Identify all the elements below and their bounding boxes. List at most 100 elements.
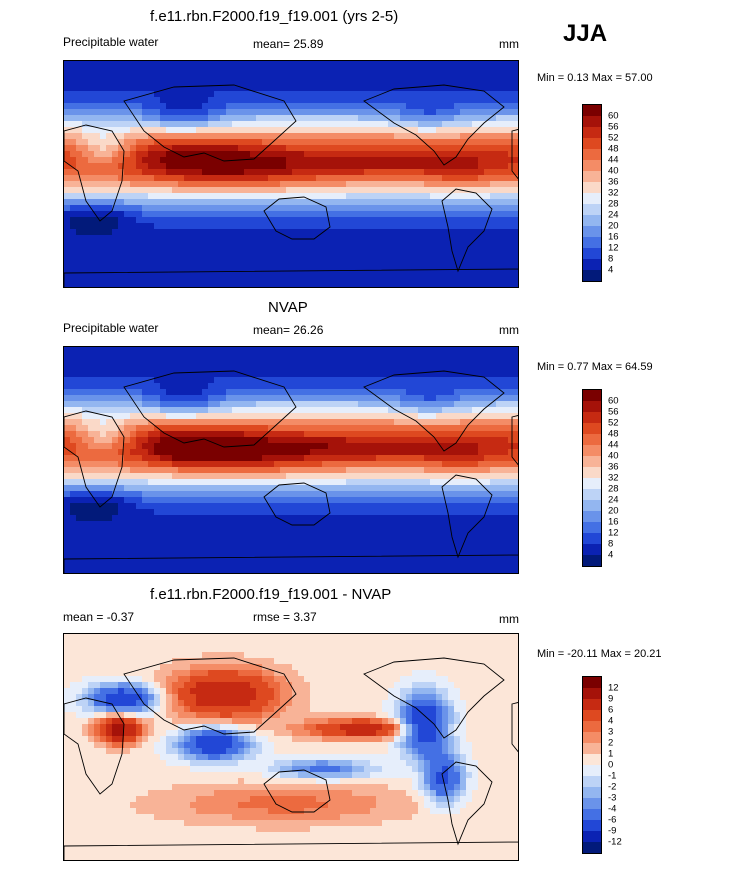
field-cell: [178, 109, 185, 116]
field-cell: [310, 229, 317, 236]
field-cell: [370, 109, 377, 116]
field-cell: [304, 401, 311, 408]
field-cell: [364, 401, 371, 408]
field-cell: [154, 473, 161, 480]
field-cell: [208, 461, 215, 468]
field-cell: [358, 277, 365, 284]
field-cell: [502, 265, 509, 272]
field-cell: [94, 217, 101, 224]
field-cell: [514, 431, 518, 438]
field-cell: [424, 193, 431, 200]
field-cell: [124, 461, 131, 468]
field-cell: [130, 461, 137, 468]
field-cell: [436, 127, 443, 134]
field-cell: [178, 61, 185, 68]
field-cell: [160, 223, 167, 230]
field-cell: [514, 139, 518, 146]
field-cell: [232, 425, 239, 432]
field-cell: [76, 61, 83, 68]
field-cell: [442, 121, 449, 128]
field-cell: [244, 283, 251, 287]
field-cell: [202, 169, 209, 176]
field-cell: [334, 247, 341, 254]
field-cell: [508, 455, 515, 462]
field-cell: [196, 425, 203, 432]
field-cell: [376, 73, 383, 80]
field-cell: [322, 425, 329, 432]
field-cell: [484, 431, 491, 438]
field-cell: [226, 401, 233, 408]
field-cell: [358, 395, 365, 402]
field-cell: [400, 377, 407, 384]
field-cell: [94, 109, 101, 116]
field-cell: [166, 455, 173, 462]
field-cell: [352, 265, 359, 272]
field-cell: [382, 109, 389, 116]
field-cell: [376, 497, 383, 504]
field-cell: [70, 115, 77, 122]
field-cell: [118, 73, 125, 80]
field-cell: [406, 199, 413, 206]
field-cell: [412, 103, 419, 110]
field-cell: [268, 419, 275, 426]
field-cell: [70, 265, 77, 272]
field-cell: [352, 455, 359, 462]
field-cell: [406, 169, 413, 176]
field-cell: [232, 283, 239, 287]
field-cell: [454, 61, 461, 68]
field-cell: [274, 229, 281, 236]
field-cell: [250, 193, 257, 200]
field-cell: [334, 377, 341, 384]
field-cell: [124, 443, 131, 450]
field-cell: [280, 133, 287, 140]
field-cell: [130, 229, 137, 236]
field-cell: [316, 485, 323, 492]
field-cell: [472, 97, 479, 104]
colorbar-segment: [583, 116, 601, 127]
field-cell: [340, 229, 347, 236]
field-cell: [460, 407, 467, 414]
field-cell: [106, 491, 113, 498]
field-cell: [232, 395, 239, 402]
field-cell: [136, 151, 143, 158]
field-cell: [472, 151, 479, 158]
field-cell: [346, 443, 353, 450]
field-cell: [358, 359, 365, 366]
field-cell: [220, 211, 227, 218]
field-cell: [178, 217, 185, 224]
field-cell: [88, 85, 95, 92]
field-cell: [298, 67, 305, 74]
field-cell: [406, 61, 413, 68]
field-cell: [250, 241, 257, 248]
field-cell: [208, 175, 215, 182]
field-cell: [94, 61, 101, 68]
field-cell: [184, 67, 191, 74]
field-cell: [310, 265, 317, 272]
field-cell: [424, 217, 431, 224]
field-cell: [142, 437, 149, 444]
field-cell: [484, 151, 491, 158]
field-cell: [412, 407, 419, 414]
field-cell: [388, 73, 395, 80]
field-cell: [298, 277, 305, 284]
field-cell: [124, 473, 131, 480]
field-cell: [448, 163, 455, 170]
field-cell: [100, 139, 107, 146]
field-cell: [112, 175, 119, 182]
field-cell: [136, 199, 143, 206]
field-cell: [244, 79, 251, 86]
field-cell: [292, 353, 299, 360]
field-cell: [184, 271, 191, 278]
field-cell: [514, 479, 518, 486]
field-cell: [220, 479, 227, 486]
field-cell: [274, 109, 281, 116]
field-cell: [112, 109, 119, 116]
field-cell: [184, 145, 191, 152]
field-cell: [460, 199, 467, 206]
field-cell: [154, 211, 161, 218]
field-cell: [250, 223, 257, 230]
field-cell: [262, 211, 269, 218]
field-cell: [328, 61, 335, 68]
field-cell: [496, 503, 503, 510]
field-cell: [514, 283, 518, 287]
